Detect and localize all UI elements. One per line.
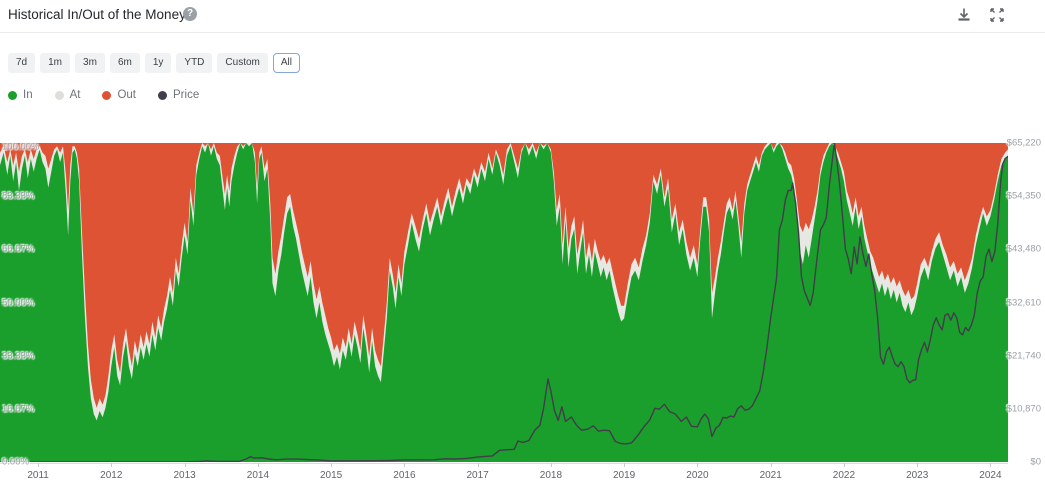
x-axis-label: 2021: [759, 470, 782, 481]
percent-axis-label: 16.67%: [2, 403, 35, 415]
price-axis-label: $43,480: [1006, 243, 1041, 255]
at-dot-icon: [54, 90, 64, 100]
x-axis-label: 2011: [27, 470, 49, 481]
fullscreen-button[interactable]: [988, 6, 1006, 24]
x-axis-label: 2017: [466, 470, 489, 481]
range-button-3m[interactable]: 3m: [75, 53, 105, 73]
x-axis-label: 2024: [979, 470, 1002, 481]
x-axis-label: 2023: [906, 470, 929, 481]
x-axis-tick: [843, 463, 845, 467]
range-button-ytd[interactable]: YTD: [176, 53, 213, 73]
x-axis-label: 2014: [246, 470, 270, 481]
range-button-7d[interactable]: 7d: [8, 53, 36, 73]
help-icon[interactable]: ?: [183, 7, 197, 21]
price-dot-icon: [158, 90, 168, 100]
legend-label-price: Price: [173, 89, 200, 101]
download-button[interactable]: [955, 6, 973, 24]
legend-item-in[interactable]: In: [8, 89, 33, 101]
range-button-custom[interactable]: Custom: [217, 53, 268, 73]
x-axis-label: 2016: [393, 470, 416, 481]
percent-axis-label: 83.33%: [2, 190, 35, 202]
header-divider: [0, 32, 1045, 33]
legend-item-at[interactable]: At: [54, 89, 81, 101]
legend: In At Out Price: [8, 89, 199, 101]
percent-axis-label: 0.00%: [2, 456, 29, 468]
x-axis-label: 2020: [686, 470, 709, 481]
x-axis-tick: [477, 463, 479, 467]
price-axis-label: $54,350: [1006, 190, 1041, 202]
x-axis-tick: [257, 463, 259, 467]
x-axis-tick: [184, 463, 186, 467]
price-line: [0, 143, 1008, 462]
range-button-1y[interactable]: 1y: [144, 53, 172, 73]
x-axis-tick: [770, 463, 772, 467]
price-axis-label: $0: [1030, 456, 1041, 468]
range-button-all[interactable]: All: [272, 53, 300, 73]
percent-axis-label: 50.00%: [2, 297, 35, 308]
x-axis-tick: [624, 463, 626, 467]
range-button-6m[interactable]: 6m: [109, 53, 140, 73]
x-axis-tick: [404, 463, 406, 467]
legend-label-out: Out: [117, 89, 137, 101]
percent-axis-label: 33.33%: [2, 350, 35, 362]
legend-item-price[interactable]: Price: [158, 89, 199, 101]
price-axis-label: $32,610: [1006, 297, 1041, 308]
in-area: [0, 143, 1008, 462]
legend-label-in: In: [23, 89, 33, 101]
x-axis-tick: [990, 463, 992, 467]
x-axis-tick: [550, 463, 552, 467]
x-axis-line: [0, 463, 1008, 464]
percent-axis-label: 100.00%: [2, 141, 40, 153]
price-axis-label: $65,220: [1006, 137, 1041, 149]
price-axis-label: $10,870: [1006, 403, 1041, 415]
x-axis-label: 2022: [832, 470, 856, 481]
in-dot-icon: [8, 90, 17, 100]
percent-axis-label: 66.67%: [2, 243, 35, 255]
x-axis-tick: [917, 463, 919, 467]
x-axis-tick: [38, 463, 40, 467]
x-axis-label: 2012: [100, 470, 123, 481]
legend-item-out[interactable]: Out: [102, 89, 136, 101]
header: Historical In/Out of the Money ?: [0, 0, 1045, 32]
expand-arrows-icon: [990, 8, 1004, 22]
x-axis-tick: [697, 463, 699, 467]
out-dot-icon: [102, 90, 112, 100]
range-toolbar: 7d 1m 3m 6m 1y YTD Custom All: [8, 53, 300, 73]
page-title: Historical In/Out of the Money: [8, 7, 186, 22]
range-button-1m[interactable]: 1m: [40, 53, 71, 73]
x-axis-label: 2015: [319, 470, 343, 481]
x-axis-label: 2018: [539, 470, 563, 481]
legend-label-at: At: [69, 89, 81, 101]
x-axis-label: 2019: [612, 470, 636, 481]
plot-area[interactable]: [0, 143, 1008, 462]
download-icon: [958, 8, 970, 21]
x-axis-tick: [331, 463, 333, 467]
x-axis-tick: [111, 463, 113, 467]
price-axis-label: $21,740: [1006, 350, 1041, 362]
x-axis-label: 2013: [173, 470, 196, 481]
